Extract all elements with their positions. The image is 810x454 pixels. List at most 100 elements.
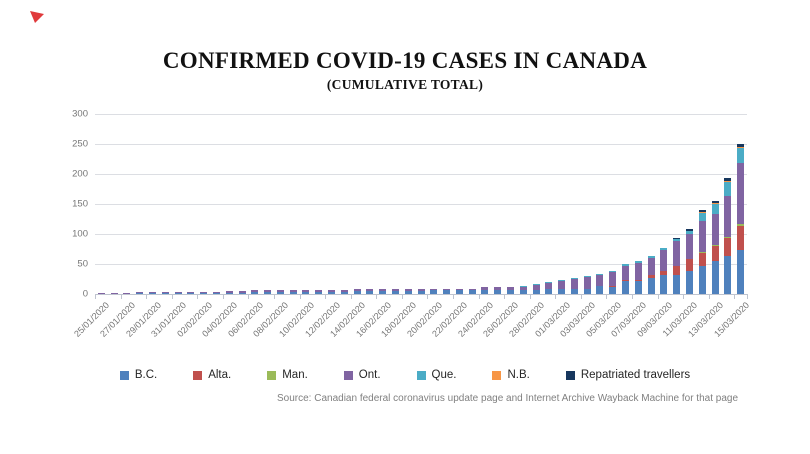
x-axis-tick (401, 295, 403, 299)
bar-segment (737, 148, 745, 164)
bar-segment (647, 275, 655, 278)
bar-segment (353, 291, 361, 294)
legend: B.C. Alta. Man. Ont. Que. N.B. Repatriated tra… (0, 369, 810, 381)
bar-segment (724, 180, 732, 182)
bar-segment (596, 286, 604, 294)
bar-segment (391, 289, 399, 291)
y-axis-tick-label: 0 (82, 288, 88, 300)
bar-segment (724, 178, 732, 181)
bar-segment (455, 290, 463, 294)
y-axis-tick-label: 100 (72, 228, 88, 240)
bar-segment (647, 277, 655, 294)
bar-segment (673, 238, 681, 242)
legend-item-alta: Alta. (193, 369, 231, 381)
bar-segment (97, 293, 105, 294)
bar-segment (685, 259, 693, 271)
bar-segment (673, 266, 681, 275)
x-axis-tick (273, 295, 275, 299)
bar-segment (673, 238, 681, 239)
bar-segment (123, 292, 131, 294)
bar-segment (698, 252, 706, 267)
bar-segment (225, 292, 233, 294)
y-axis-tick-label: 250 (72, 138, 88, 150)
bar-segment (481, 287, 489, 290)
bar-segment (737, 163, 745, 224)
gridline (95, 113, 747, 115)
bar-segment (494, 289, 502, 294)
bar-segment (340, 291, 348, 294)
bar-segment (315, 289, 323, 292)
bar-segment (366, 289, 374, 291)
bar-segment (430, 288, 438, 291)
bar-segment (264, 291, 272, 294)
bar-segment (468, 288, 476, 291)
bar-segment (660, 250, 668, 271)
y-axis-tick-label: 150 (72, 198, 88, 210)
bar-segment (417, 291, 425, 294)
bar-segment (698, 212, 706, 213)
bar-segment (174, 293, 182, 294)
bar-segment (187, 293, 195, 294)
x-axis-tick (146, 295, 148, 299)
bar-segment (264, 289, 272, 292)
legend-item-que: Que. (416, 369, 456, 381)
bar-segment (136, 293, 144, 294)
bar-segment (711, 245, 719, 246)
bar-segment (622, 280, 630, 282)
x-axis-tick (580, 295, 582, 299)
bar-segment (328, 289, 335, 292)
bar-segment (251, 291, 259, 294)
bar-segment (711, 261, 719, 294)
bar-segment (302, 291, 310, 294)
bar-segment (634, 280, 642, 282)
x-axis-tick (734, 295, 736, 299)
legend-item-man: Man. (267, 369, 308, 381)
bar-segment (404, 291, 412, 294)
legend-label: B.C. (134, 369, 158, 381)
chart-subtitle: (CUMULATIVE TOTAL) (326, 77, 484, 92)
bar-segment (519, 289, 527, 294)
x-axis-tick (452, 295, 454, 299)
bar-segment (506, 286, 514, 290)
bar-segment (583, 276, 591, 289)
bar-segment (506, 289, 514, 294)
legend-swatch-icon (492, 370, 502, 380)
bar-segment (685, 234, 693, 260)
plot-area (95, 113, 747, 294)
legend-item-repatriated-travellers: Repatriated travellers (565, 369, 690, 381)
x-axis-tick (747, 295, 748, 299)
bar-segment (200, 293, 208, 294)
legend-label: Man. (282, 369, 308, 381)
bar-segment (570, 278, 578, 290)
x-axis-tick (631, 295, 633, 299)
bar-segment (596, 274, 604, 287)
bar-segment (212, 293, 220, 294)
legend-label: N.B. (507, 369, 530, 381)
bar-segment (724, 238, 732, 256)
bar-segment (289, 291, 297, 294)
bar-segment (519, 285, 527, 287)
bar-segment (532, 289, 540, 294)
legend-swatch-icon (193, 370, 203, 380)
bar-segment (711, 246, 719, 261)
x-axis-tick (222, 295, 224, 299)
x-axis-tick (683, 295, 685, 299)
bar-segment (622, 265, 630, 281)
bar-segment (238, 292, 246, 294)
bar-segment (417, 289, 425, 291)
bar-segment (251, 289, 259, 292)
bar-segment (302, 289, 310, 292)
bar-segment (685, 270, 693, 294)
bar-segment (622, 281, 630, 294)
bar-segment (711, 204, 719, 214)
bar-segment (455, 288, 463, 291)
bar-segment (698, 266, 706, 294)
bar-segment (647, 255, 655, 258)
legend-item-b-c: B.C. (119, 369, 158, 381)
bar-segment (149, 293, 157, 294)
bar-segment (698, 213, 706, 221)
bar-segment (660, 247, 668, 251)
bar-segment (558, 279, 566, 281)
gridline (95, 233, 747, 235)
legend-item-n-b: N.B. (492, 369, 530, 381)
